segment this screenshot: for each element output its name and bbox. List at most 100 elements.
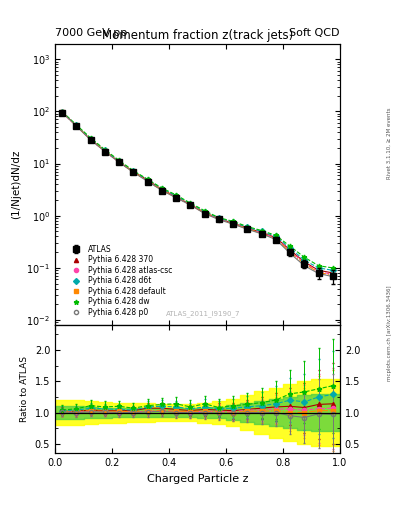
Pythia 6.428 370 [145,177,150,183]
Pythia 6.428 default [202,210,207,216]
Pythia 6.428 p0 [331,273,335,280]
Pythia 6.428 p0 [302,263,307,269]
Pythia 6.428 dw [103,146,107,153]
Line: Pythia 6.428 atlas-csc: Pythia 6.428 atlas-csc [60,110,335,276]
Pythia 6.428 dw [231,218,235,224]
Pythia 6.428 default [288,249,292,255]
Pythia 6.428 atlas-csc [331,271,335,278]
Pythia 6.428 dw [259,227,264,233]
Pythia 6.428 d6t [274,233,278,240]
Pythia 6.428 atlas-csc [316,268,321,274]
Pythia 6.428 p0 [316,270,321,276]
Pythia 6.428 default [302,261,307,267]
Pythia 6.428 dw [131,167,136,174]
Pythia 6.428 370 [88,136,93,142]
Pythia 6.428 d6t [174,193,178,199]
Pythia 6.428 370 [188,201,193,207]
Text: Soft QCD: Soft QCD [290,28,340,38]
Line: Pythia 6.428 p0: Pythia 6.428 p0 [60,111,335,279]
Pythia 6.428 atlas-csc [188,202,193,208]
Pythia 6.428 default [231,221,235,227]
Line: Pythia 6.428 370: Pythia 6.428 370 [60,110,335,275]
Pythia 6.428 d6t [202,208,207,215]
Pythia 6.428 370 [103,148,107,154]
Pythia 6.428 default [274,236,278,242]
Pythia 6.428 default [74,123,79,129]
Pythia 6.428 370 [174,194,178,200]
Pythia 6.428 default [88,137,93,143]
Pythia 6.428 dw [245,223,250,229]
Pythia 6.428 370 [74,123,79,129]
Pythia 6.428 atlas-csc [231,220,235,226]
Pythia 6.428 d6t [117,158,121,164]
Pythia 6.428 dw [145,176,150,182]
Pythia 6.428 370 [302,259,307,265]
Pythia 6.428 p0 [274,237,278,243]
Line: Pythia 6.428 d6t: Pythia 6.428 d6t [60,110,335,272]
Pythia 6.428 p0 [103,148,107,155]
Pythia 6.428 dw [331,265,335,271]
Text: mcplots.cern.ch [arXiv:1306.3436]: mcplots.cern.ch [arXiv:1306.3436] [387,285,392,380]
Pythia 6.428 atlas-csc [74,123,79,129]
Line: Pythia 6.428 dw: Pythia 6.428 dw [60,109,335,270]
Pythia 6.428 dw [202,207,207,214]
Pythia 6.428 atlas-csc [174,194,178,200]
Pythia 6.428 d6t [331,267,335,273]
Pythia 6.428 d6t [245,224,250,230]
Pythia 6.428 p0 [174,195,178,201]
Pythia 6.428 dw [174,192,178,198]
Y-axis label: Ratio to ATLAS: Ratio to ATLAS [20,356,29,422]
Pythia 6.428 370 [231,220,235,226]
Pythia 6.428 d6t [103,147,107,153]
Pythia 6.428 dw [60,109,64,115]
Pythia 6.428 370 [331,270,335,276]
Pythia 6.428 dw [288,243,292,249]
Pythia 6.428 p0 [160,187,164,194]
Pythia 6.428 p0 [259,231,264,237]
Pythia 6.428 atlas-csc [60,109,64,115]
Pythia 6.428 atlas-csc [302,260,307,266]
Pythia 6.428 dw [188,200,193,206]
Pythia 6.428 atlas-csc [160,187,164,193]
Pythia 6.428 d6t [131,168,136,175]
Pythia 6.428 370 [160,186,164,193]
Pythia 6.428 atlas-csc [217,216,221,222]
Pythia 6.428 370 [245,225,250,231]
Pythia 6.428 default [160,187,164,193]
Pythia 6.428 370 [316,267,321,273]
Pythia 6.428 dw [274,232,278,239]
Pythia 6.428 atlas-csc [274,235,278,241]
Pythia 6.428 d6t [231,219,235,225]
Pythia 6.428 dw [88,135,93,141]
Pythia 6.428 p0 [74,123,79,129]
Pythia 6.428 atlas-csc [288,248,292,254]
Pythia 6.428 atlas-csc [245,225,250,231]
Pythia 6.428 default [316,269,321,275]
Line: Pythia 6.428 default: Pythia 6.428 default [60,110,335,278]
Pythia 6.428 atlas-csc [103,148,107,154]
Pythia 6.428 d6t [217,215,221,221]
Pythia 6.428 d6t [88,136,93,142]
Pythia 6.428 p0 [288,250,292,257]
X-axis label: Charged Particle z: Charged Particle z [147,474,248,483]
Title: Momentum fraction z(track jets): Momentum fraction z(track jets) [102,29,293,42]
Pythia 6.428 370 [131,168,136,175]
Pythia 6.428 default [117,159,121,165]
Pythia 6.428 default [103,148,107,154]
Pythia 6.428 default [145,178,150,184]
Pythia 6.428 dw [117,157,121,163]
Pythia 6.428 p0 [231,221,235,227]
Pythia 6.428 p0 [60,110,64,116]
Text: ATLAS_2011_I9190_7: ATLAS_2011_I9190_7 [166,310,241,316]
Pythia 6.428 p0 [202,210,207,217]
Pythia 6.428 default [331,272,335,279]
Pythia 6.428 p0 [245,226,250,232]
Pythia 6.428 d6t [145,177,150,183]
Pythia 6.428 d6t [60,109,64,115]
Pythia 6.428 default [217,216,221,222]
Pythia 6.428 d6t [259,228,264,234]
Pythia 6.428 370 [288,247,292,253]
Pythia 6.428 dw [160,185,164,191]
Pythia 6.428 default [259,230,264,237]
Pythia 6.428 370 [60,109,64,115]
